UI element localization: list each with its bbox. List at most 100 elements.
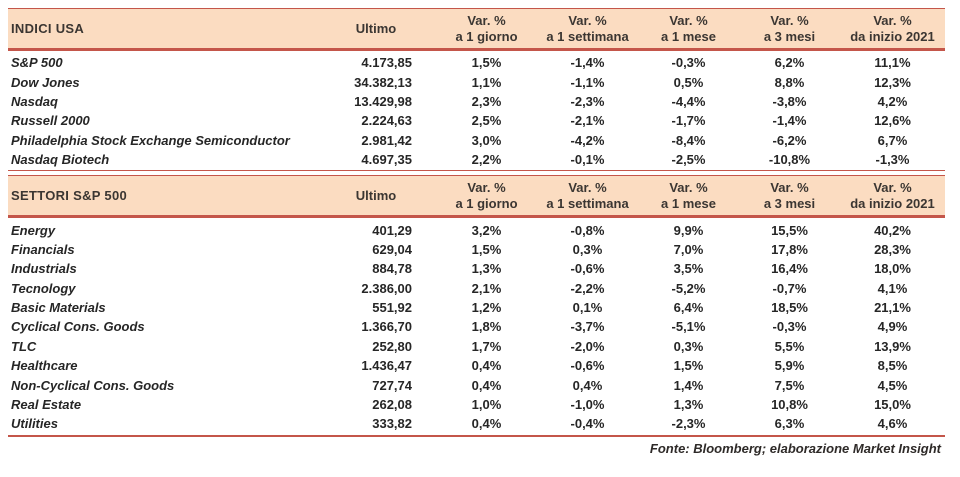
var-1-month-value: -5,1% <box>671 319 706 335</box>
var-1-day-value: 1,8% <box>471 319 502 335</box>
var-ytd-2021-value: 12,3% <box>874 74 911 90</box>
var-1-week-value: -2,1% <box>570 113 605 129</box>
var-header-line1: Var. % <box>467 180 506 196</box>
last-price-value: 551,92 <box>372 300 412 316</box>
table-row: Tecnology 2.386,00 2,1% -2,2% -5,2% -0,7… <box>8 279 945 298</box>
var-1-month-value: 1,3% <box>673 397 704 413</box>
var-3-months-value: 16,4% <box>771 261 808 277</box>
var-ytd-2021-value: 4,6% <box>877 416 908 432</box>
var-1-day-value: 2,1% <box>471 280 502 296</box>
var-1-day-value: 0,4% <box>471 358 502 374</box>
row-label: TLC <box>11 338 37 354</box>
row-label: Utilities <box>11 416 58 432</box>
last-price-value: 34.382,13 <box>354 74 412 90</box>
var-1-day-value: 1,1% <box>471 74 502 90</box>
var-column-header: Var. % a 1 giorno <box>436 176 537 215</box>
settori-sp500-rows: Energy 401,29 3,2% -0,8% 9,9% 15,5% 40,2… <box>8 218 945 437</box>
row-label: Financials <box>11 241 75 257</box>
var-1-month-value: -4,4% <box>671 93 706 109</box>
var-1-month-value: -5,2% <box>671 280 706 296</box>
var-3-months-value: -1,4% <box>772 113 807 129</box>
header-double-rule <box>8 48 945 51</box>
table-row: Dow Jones 34.382,13 1,1% -1,1% 0,5% 8,8%… <box>8 72 945 91</box>
var-ytd-2021-value: 8,5% <box>877 358 908 374</box>
var-ytd-2021-value: 4,9% <box>877 319 908 335</box>
var-header-line1: Var. % <box>873 180 912 196</box>
last-price-value: 252,80 <box>372 338 412 354</box>
last-price-value: 629,04 <box>372 241 412 257</box>
var-header-line1: Var. % <box>669 180 708 196</box>
var-3-months-value: 6,3% <box>774 416 805 432</box>
var-1-month-value: -2,3% <box>671 416 706 432</box>
var-3-months-value: 6,2% <box>774 55 805 71</box>
table-row: S&P 500 4.173,85 1,5% -1,4% -0,3% 6,2% 1… <box>8 53 945 72</box>
var-1-day-value: 1,7% <box>471 338 502 354</box>
row-label: Tecnology <box>11 280 76 296</box>
var-1-week-value: -0,8% <box>570 222 605 238</box>
row-label: Nasdaq Biotech <box>11 152 110 168</box>
var-3-months-value: 18,5% <box>771 300 808 316</box>
table-row: Basic Materials 551,92 1,2% 0,1% 6,4% 18… <box>8 298 945 317</box>
var-1-month-value: -8,4% <box>671 132 706 148</box>
source-note: Fonte: Bloomberg; elaborazione Market In… <box>649 440 941 456</box>
var-1-month-value: 7,0% <box>673 241 704 257</box>
var-1-month-value: 3,5% <box>673 261 704 277</box>
var-3-months-value: 17,8% <box>771 241 808 257</box>
indici-usa-header-row: INDICI USA Ultimo Var. % a 1 giorno Var.… <box>8 8 945 48</box>
row-label: Basic Materials <box>11 300 106 316</box>
table-row: Nasdaq 13.429,98 2,3% -2,3% -4,4% -3,8% … <box>8 92 945 111</box>
var-1-month-value: -2,5% <box>671 152 706 168</box>
var-1-day-value: 2,3% <box>471 93 502 109</box>
var-1-week-value: -4,2% <box>570 132 605 148</box>
var-header-line1: Var. % <box>770 180 809 196</box>
var-1-month-value: 1,4% <box>673 377 704 393</box>
table-row: Non-Cyclical Cons. Goods 727,74 0,4% 0,4… <box>8 375 945 394</box>
table-row: Philadelphia Stock Exchange Semiconducto… <box>8 131 945 150</box>
var-3-months-value: 7,5% <box>774 377 805 393</box>
var-1-day-value: 2,5% <box>471 113 502 129</box>
last-price-value: 2.224,63 <box>361 113 412 129</box>
row-label: S&P 500 <box>11 55 63 71</box>
var-1-week-value: -3,7% <box>570 319 605 335</box>
var-column-headers: Var. % a 1 giorno Var. % a 1 settimana V… <box>436 9 945 48</box>
var-1-week-value: -2,3% <box>570 93 605 109</box>
table-row: Russell 2000 2.224,63 2,5% -2,1% -1,7% -… <box>8 111 945 130</box>
var-1-week-value: -2,0% <box>570 338 605 354</box>
var-ytd-2021-value: 4,2% <box>877 93 908 109</box>
var-1-week-value: -0,4% <box>570 416 605 432</box>
var-1-day-value: 2,2% <box>471 152 502 168</box>
var-ytd-2021-value: 12,6% <box>874 113 911 129</box>
var-1-day-value: 1,5% <box>471 55 502 71</box>
var-ytd-2021-value: 4,1% <box>877 280 908 296</box>
var-3-months-value: 10,8% <box>771 397 808 413</box>
table-row: Financials 629,04 1,5% 0,3% 7,0% 17,8% 2… <box>8 240 945 259</box>
var-1-month-value: 0,3% <box>673 338 704 354</box>
row-label: Healthcare <box>11 358 78 374</box>
table-row: Nasdaq Biotech 4.697,35 2,2% -0,1% -2,5%… <box>8 150 945 169</box>
last-price-value: 13.429,98 <box>354 93 412 109</box>
ultimo-column-header: Ultimo <box>355 188 397 204</box>
last-price-value: 401,29 <box>372 222 412 238</box>
row-label: Non-Cyclical Cons. Goods <box>11 377 175 393</box>
var-3-months-value: 5,5% <box>774 338 805 354</box>
var-ytd-2021-value: 4,5% <box>877 377 908 393</box>
var-1-day-value: 3,2% <box>471 222 502 238</box>
var-3-months-value: 15,5% <box>771 222 808 238</box>
var-ytd-2021-value: 28,3% <box>874 241 911 257</box>
row-label: Russell 2000 <box>11 113 90 129</box>
last-price-value: 884,78 <box>372 261 412 277</box>
var-header-line2: da inizio 2021 <box>850 196 935 212</box>
var-header-line2: a 1 settimana <box>546 29 629 44</box>
row-label: Energy <box>11 222 56 238</box>
last-price-value: 1.366,70 <box>361 319 412 335</box>
header-double-rule <box>8 215 945 219</box>
var-1-day-value: 3,0% <box>471 132 502 148</box>
var-1-day-value: 1,2% <box>471 300 502 316</box>
var-1-month-value: 9,9% <box>673 222 704 238</box>
var-header-line1: Var. % <box>568 180 607 196</box>
var-column-header: Var. % a 3 mesi <box>739 9 840 48</box>
var-1-week-value: 0,1% <box>572 300 603 316</box>
var-header-line1: Var. % <box>770 13 809 28</box>
var-header-line1: Var. % <box>568 13 607 28</box>
var-ytd-2021-value: 21,1% <box>874 300 911 316</box>
